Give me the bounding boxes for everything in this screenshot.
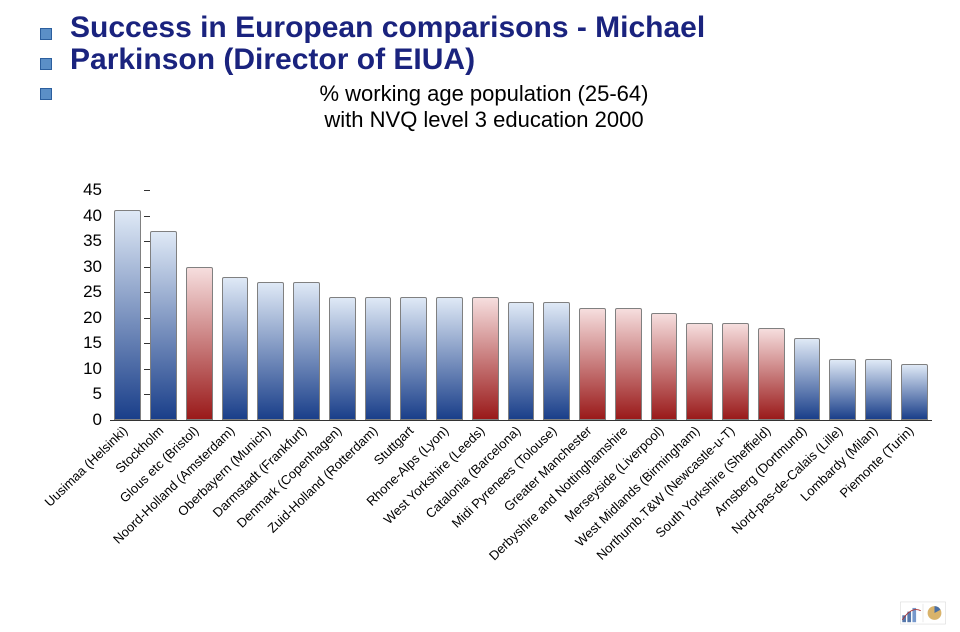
y-axis-label: 35 [68, 231, 102, 251]
bar [400, 297, 427, 420]
title-block: Success in European comparisons - Michae… [48, 12, 920, 133]
bar [436, 297, 463, 420]
y-tick [144, 318, 150, 319]
chart-subtitle-line1: % working age population (25-64) [320, 81, 649, 106]
y-axis-label: 45 [68, 180, 102, 200]
y-tick [144, 343, 150, 344]
y-axis-label: 0 [68, 410, 102, 430]
plot-area: Uusimaa (Helsinki)StockholmGlous etc (Br… [110, 190, 932, 421]
chart-subtitle: % working age population (25-64) with NV… [48, 81, 920, 133]
y-axis-label: 20 [68, 308, 102, 328]
slide: Success in European comparisons - Michae… [0, 0, 960, 632]
y-tick [144, 216, 150, 217]
y-tick [144, 369, 150, 370]
bar [543, 302, 570, 420]
y-tick [144, 292, 150, 293]
bar-chart: Uusimaa (Helsinki)StockholmGlous etc (Br… [70, 190, 932, 460]
slide-title-line2: Parkinson (Director of EIUA) [70, 43, 475, 76]
bar [651, 313, 678, 420]
y-axis-label: 25 [68, 282, 102, 302]
bar [901, 364, 928, 420]
bar [722, 323, 749, 420]
y-tick [144, 241, 150, 242]
bar [150, 231, 177, 420]
bar [114, 210, 141, 420]
bar [794, 338, 821, 420]
y-tick [144, 190, 150, 191]
y-axis-label: 5 [68, 384, 102, 404]
bar [615, 308, 642, 420]
bar [579, 308, 606, 420]
y-axis-label: 40 [68, 206, 102, 226]
chart-subtitle-line2: with NVQ level 3 education 2000 [324, 107, 643, 132]
bar [686, 323, 713, 420]
y-axis-label: 10 [68, 359, 102, 379]
y-axis-label: 15 [68, 333, 102, 353]
y-axis-label: 30 [68, 257, 102, 277]
bar [365, 297, 392, 420]
bar [758, 328, 785, 420]
slide-ornament-icon [900, 600, 946, 626]
y-tick [144, 420, 150, 421]
bar [865, 359, 892, 420]
bar [222, 277, 249, 420]
slide-title: Success in European comparisons - Michae… [70, 12, 920, 75]
bar [186, 267, 213, 420]
bar [293, 282, 320, 420]
y-tick [144, 267, 150, 268]
bar [257, 282, 284, 420]
bar [508, 302, 535, 420]
bar [472, 297, 499, 420]
slide-title-line1: Success in European comparisons - Michae… [70, 11, 705, 44]
y-tick [144, 394, 150, 395]
bar [829, 359, 856, 420]
bar [329, 297, 356, 420]
